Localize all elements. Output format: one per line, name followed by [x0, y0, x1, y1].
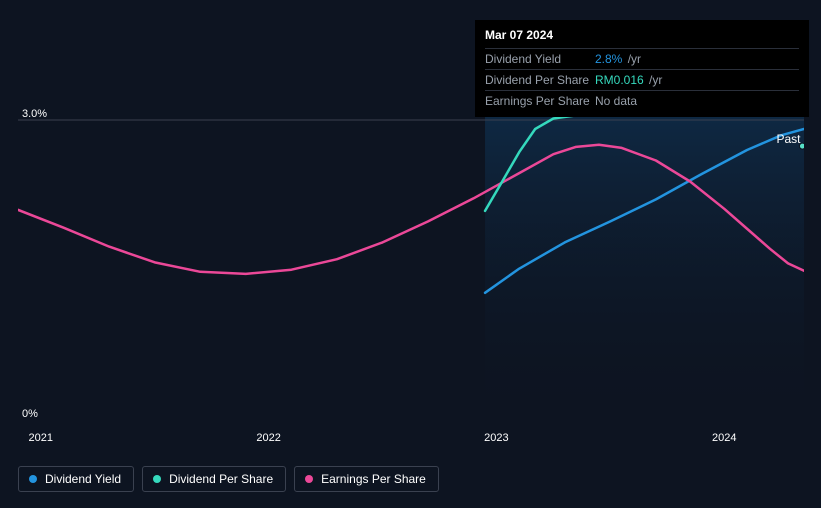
tooltip-row: Earnings Per ShareNo data — [485, 90, 799, 111]
legend-item[interactable]: Dividend Per Share — [142, 466, 286, 492]
legend-item-label: Dividend Yield — [45, 472, 121, 486]
legend-dot-icon — [153, 475, 161, 483]
y-tick-max: 3.0% — [22, 108, 47, 120]
tooltip-row: Dividend Per ShareRM0.016 /yr — [485, 69, 799, 90]
legend-item-label: Dividend Per Share — [169, 472, 273, 486]
past-label: Past — [776, 132, 800, 146]
tooltip-row-value-wrap: 2.8% /yr — [595, 51, 641, 67]
chart-legend: Dividend Yield Dividend Per Share Earnings… — [18, 466, 439, 492]
legend-item[interactable]: Earnings Per Share — [294, 466, 439, 492]
legend-dot-icon — [305, 475, 313, 483]
chart-tooltip: Mar 07 2024 Dividend Yield2.8% /yrDivide… — [475, 20, 809, 117]
x-tick-label: 2024 — [712, 432, 736, 444]
legend-dot-icon — [29, 475, 37, 483]
tooltip-row-label: Dividend Yield — [485, 51, 595, 67]
tooltip-row-label: Dividend Per Share — [485, 72, 595, 88]
x-tick-label: 2021 — [29, 432, 53, 444]
chart-container: Mar 07 2024 Dividend Yield2.8% /yrDivide… — [0, 0, 821, 508]
tooltip-row-value: No data — [595, 94, 637, 108]
tooltip-date: Mar 07 2024 — [485, 26, 799, 46]
tooltip-row-value-wrap: RM0.016 /yr — [595, 72, 662, 88]
chart-plot[interactable] — [18, 108, 804, 423]
x-axis: 2021 2022 2023 2024 — [18, 432, 804, 448]
tooltip-row-suffix: /yr — [624, 52, 641, 66]
tooltip-row: Dividend Yield2.8% /yr — [485, 48, 799, 69]
legend-item[interactable]: Dividend Yield — [18, 466, 134, 492]
x-tick-label: 2022 — [256, 432, 280, 444]
tooltip-row-value: 2.8% — [595, 52, 622, 66]
tooltip-row-label: Earnings Per Share — [485, 93, 595, 109]
tooltip-row-suffix: /yr — [646, 73, 663, 87]
tooltip-row-value: RM0.016 — [595, 73, 644, 87]
legend-item-label: Earnings Per Share — [321, 472, 426, 486]
tooltip-row-value-wrap: No data — [595, 93, 637, 109]
x-tick-label: 2023 — [484, 432, 508, 444]
y-tick-min: 0% — [22, 408, 38, 420]
